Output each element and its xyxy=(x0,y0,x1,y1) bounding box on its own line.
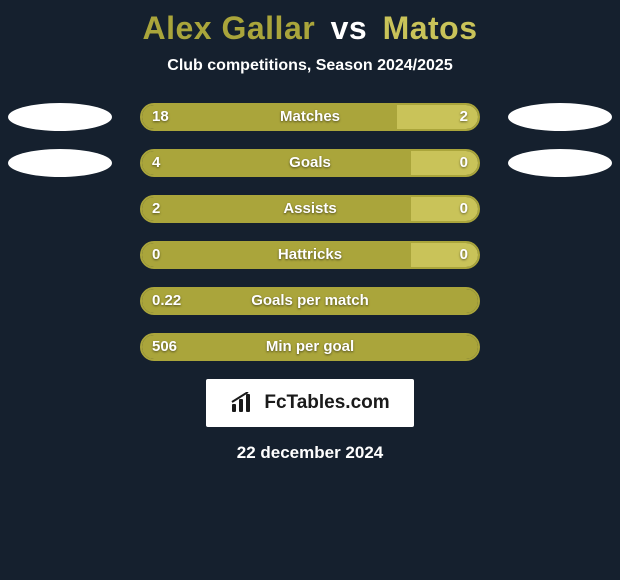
comparison-title: Alex Gallar vs Matos xyxy=(0,0,620,47)
stat-row: 182Matches xyxy=(0,103,620,131)
stat-row: 506Min per goal xyxy=(0,333,620,361)
stat-label: Matches xyxy=(140,103,480,131)
player2-name: Matos xyxy=(383,10,478,46)
snapshot-date: 22 december 2024 xyxy=(0,443,620,463)
stat-label: Goals per match xyxy=(140,287,480,315)
brand-text: FcTables.com xyxy=(264,392,389,414)
stat-label: Assists xyxy=(140,195,480,223)
club-badge-right xyxy=(508,103,612,131)
brand-logo-icon xyxy=(230,392,258,414)
club-badge-left xyxy=(8,149,112,177)
stat-row: 0.22Goals per match xyxy=(0,287,620,315)
player1-name: Alex Gallar xyxy=(142,10,315,46)
stat-row: 00Hattricks xyxy=(0,241,620,269)
subtitle: Club competitions, Season 2024/2025 xyxy=(0,57,620,75)
club-badge-right xyxy=(508,149,612,177)
stats-area: 182Matches 40Goals 20Assists 00Hattricks 0.2… xyxy=(0,103,620,361)
vs-text: vs xyxy=(331,10,368,46)
stat-label: Min per goal xyxy=(140,333,480,361)
stat-row: 40Goals xyxy=(0,149,620,177)
club-badge-left xyxy=(8,103,112,131)
brand-chip: FcTables.com xyxy=(206,379,414,427)
stat-row: 20Assists xyxy=(0,195,620,223)
stat-label: Hattricks xyxy=(140,241,480,269)
stat-label: Goals xyxy=(140,149,480,177)
